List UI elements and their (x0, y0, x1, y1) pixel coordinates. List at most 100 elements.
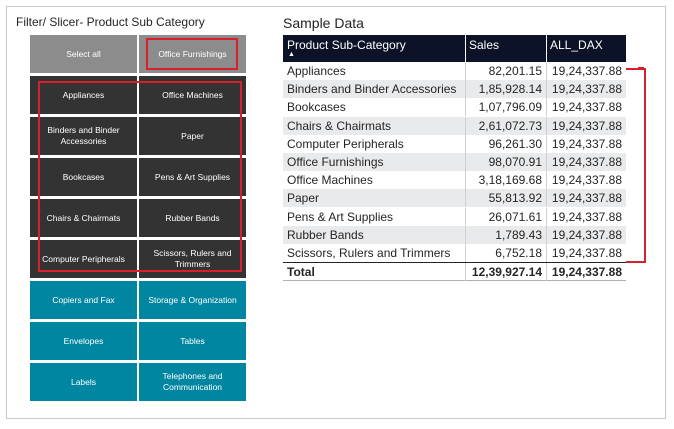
cell-all-dax: 19,24,337.88 (551, 136, 622, 151)
bracket-tick-top (638, 67, 644, 69)
cell-all-dax: 19,24,337.88 (551, 100, 622, 115)
column-divider (465, 116, 466, 135)
table-header: Product Sub-Category ▲ Sales ALL_DAX (283, 35, 626, 62)
bracket-tick-bottom (638, 261, 644, 263)
cell-sales: 2,61,072.73 (478, 118, 542, 133)
cell-sales: 1,789.43 (495, 227, 542, 242)
cell-sales: 1,85,928.14 (478, 82, 542, 97)
cell-sales: 3,18,169.68 (478, 173, 542, 188)
slicer-tile-bookcases[interactable]: Bookcases (30, 158, 137, 196)
column-divider (546, 62, 547, 80)
slicer-tile-binders-and-binder-accessories[interactable]: Binders and Binder Accessories (30, 117, 137, 155)
slicer-tile-telephones-and-communication[interactable]: Telephones and Communication (139, 363, 246, 401)
cell-subcategory: Appliances (287, 64, 346, 78)
cell-subcategory: Paper (287, 191, 320, 206)
cell-sales: 1,07,796.09 (478, 100, 542, 115)
cell-subcategory: Office Furnishings (287, 155, 384, 169)
column-divider (546, 98, 547, 117)
slicer-tile-chairs-chairmats[interactable]: Chairs & Chairmats (30, 199, 137, 237)
column-divider (546, 171, 547, 190)
column-divider (465, 225, 466, 244)
cell-all-dax: 19,24,337.88 (551, 227, 622, 242)
column-divider (546, 35, 547, 62)
column-divider (465, 207, 466, 226)
column-divider (465, 263, 466, 281)
column-divider (546, 153, 547, 171)
column-divider (546, 225, 547, 244)
column-divider (465, 62, 466, 80)
cell-all-dax: 19,24,337.88 (551, 246, 622, 260)
table-row[interactable]: Office Furnishings 98,070.91 19,24,337.88 (283, 153, 626, 171)
cell-all-dax: 19,24,337.88 (551, 118, 622, 133)
slicer-tile-envelopes[interactable]: Envelopes (30, 322, 137, 360)
total-all-dax: 19,24,337.88 (551, 265, 622, 279)
column-divider (546, 244, 547, 262)
cell-subcategory: Computer Peripherals (287, 136, 404, 151)
slicer-title: Filter/ Slicer- Product Sub Category (16, 15, 205, 29)
slicer-tile-scissors-rulers-and-trimmers[interactable]: Scissors, Rulers and Trimmers (139, 240, 246, 278)
column-divider (465, 134, 466, 153)
slicer-tile-office-furnishings[interactable]: Office Furnishings (139, 35, 246, 73)
cell-subcategory: Chairs & Chairmats (287, 118, 392, 133)
cell-subcategory: Rubber Bands (287, 227, 364, 242)
cell-sales: 96,261.30 (488, 136, 542, 151)
cell-subcategory: Office Machines (287, 173, 373, 188)
table-row[interactable]: Chairs & Chairmats 2,61,072.73 19,24,337.8… (283, 116, 626, 135)
slicer-tile-select-all[interactable]: Select all (30, 35, 137, 73)
column-header-all-dax[interactable]: ALL_DAX (550, 38, 603, 52)
table-row[interactable]: Rubber Bands 1,789.43 19,24,337.88 (283, 225, 626, 244)
cell-subcategory: Scissors, Rulers and Trimmers (287, 246, 451, 260)
column-divider (546, 116, 547, 135)
column-divider (465, 153, 466, 171)
cell-sales: 26,071.61 (488, 209, 542, 224)
slicer-tile-computer-peripherals[interactable]: Computer Peripherals (30, 240, 137, 278)
total-row: Total 12,39,927.14 19,24,337.88 (283, 262, 626, 281)
table-row[interactable]: Appliances 82,201.15 19,24,337.88 (283, 62, 626, 80)
column-divider (546, 80, 547, 99)
column-divider (465, 35, 466, 62)
column-header-sales[interactable]: Sales (469, 38, 500, 52)
sort-ascending-icon: ▲ (288, 51, 295, 58)
cell-subcategory: Bookcases (287, 100, 346, 115)
column-divider (465, 189, 466, 208)
slicer-tile-office-machines[interactable]: Office Machines (139, 76, 246, 114)
cell-sales: 82,201.15 (488, 64, 542, 78)
column-divider (546, 263, 547, 281)
highlight-bracket (626, 68, 646, 263)
slicer-tile-appliances[interactable]: Appliances (30, 76, 137, 114)
column-divider (465, 80, 466, 99)
slicer-tile-pens-art-supplies[interactable]: Pens & Art Supplies (139, 158, 246, 196)
table-row[interactable]: Office Machines 3,18,169.68 19,24,337.88 (283, 171, 626, 190)
slicer-tile-copiers-and-fax[interactable]: Copiers and Fax (30, 281, 137, 319)
table-row[interactable]: Pens & Art Supplies 26,071.61 19,24,337.88 (283, 207, 626, 226)
column-divider (465, 171, 466, 190)
column-divider (546, 189, 547, 208)
cell-all-dax: 19,24,337.88 (551, 155, 622, 169)
table-row[interactable]: Computer Peripherals 96,261.30 19,24,337.8… (283, 134, 626, 153)
cell-all-dax: 19,24,337.88 (551, 173, 622, 188)
report-frame (6, 6, 666, 419)
cell-all-dax: 19,24,337.88 (551, 191, 622, 206)
slicer-tile-labels[interactable]: Labels (30, 363, 137, 401)
total-label: Total (287, 265, 315, 279)
slicer-tile-paper[interactable]: Paper (139, 117, 246, 155)
cell-subcategory: Pens & Art Supplies (287, 209, 394, 224)
slicer-tile-rubber-bands[interactable]: Rubber Bands (139, 199, 246, 237)
table-row[interactable]: Binders and Binder Accessories 1,85,928.1… (283, 80, 626, 99)
column-divider (546, 207, 547, 226)
slicer-tile-tables[interactable]: Tables (139, 322, 246, 360)
table-title: Sample Data (283, 15, 364, 31)
column-divider (465, 98, 466, 117)
cell-sales: 55,813.92 (488, 191, 542, 206)
cell-all-dax: 19,24,337.88 (551, 64, 622, 78)
cell-sales: 98,070.91 (488, 155, 542, 169)
table-row[interactable]: Bookcases 1,07,796.09 19,24,337.88 (283, 98, 626, 117)
total-sales: 12,39,927.14 (471, 265, 542, 279)
table-row[interactable]: Scissors, Rulers and Trimmers 6,752.18 19,… (283, 244, 626, 262)
column-header-subcategory[interactable]: Product Sub-Category (287, 38, 406, 52)
cell-sales: 6,752.18 (495, 246, 542, 260)
slicer-tile-storage-organization[interactable]: Storage & Organization (139, 281, 246, 319)
column-divider (465, 244, 466, 262)
cell-all-dax: 19,24,337.88 (551, 209, 622, 224)
table-row[interactable]: Paper 55,813.92 19,24,337.88 (283, 189, 626, 208)
